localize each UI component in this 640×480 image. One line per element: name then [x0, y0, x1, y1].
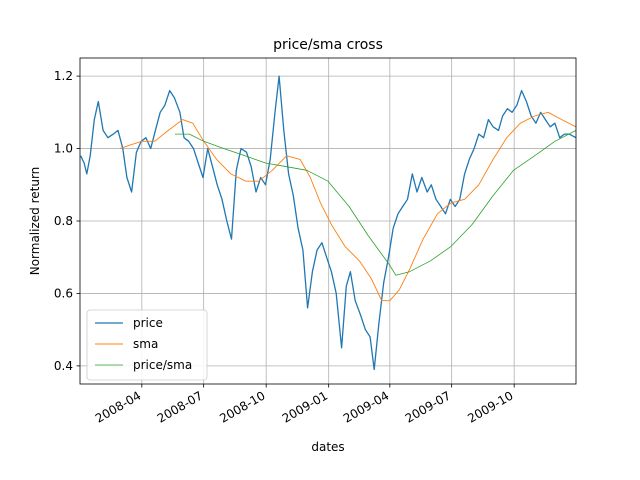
series-layer — [80, 75, 577, 371]
y-tick-label: 1.0 — [54, 142, 73, 156]
legend-item: price/sma — [95, 358, 192, 372]
legend-box — [86, 309, 208, 381]
series-sma-line — [119, 111, 577, 302]
y-tick-label: 0.8 — [54, 214, 73, 228]
legend-label: price/sma — [133, 358, 192, 372]
series-path — [80, 75, 577, 371]
legend-label: price — [133, 316, 163, 330]
y-tick-label: 1.2 — [54, 69, 73, 83]
legend-item: sma — [95, 337, 158, 351]
series-price-line — [80, 75, 577, 371]
grid — [80, 58, 576, 384]
y-axis-ticks: 0.4 0.6 0.8 1.0 1.2 — [54, 69, 80, 373]
x-axis-label: dates — [311, 440, 344, 454]
legend-item: price — [95, 316, 163, 330]
series-path — [175, 130, 577, 276]
y-tick-label: 0.6 — [54, 286, 73, 300]
legend: price sma price/sma — [86, 309, 208, 381]
series-price-sma-line — [175, 130, 577, 276]
legend-label: sma — [133, 337, 158, 351]
chart-title: price/sma cross — [273, 37, 383, 53]
series-path — [119, 111, 577, 302]
y-axis-label: Normalized return — [28, 167, 42, 276]
y-tick-label: 0.4 — [54, 359, 73, 373]
